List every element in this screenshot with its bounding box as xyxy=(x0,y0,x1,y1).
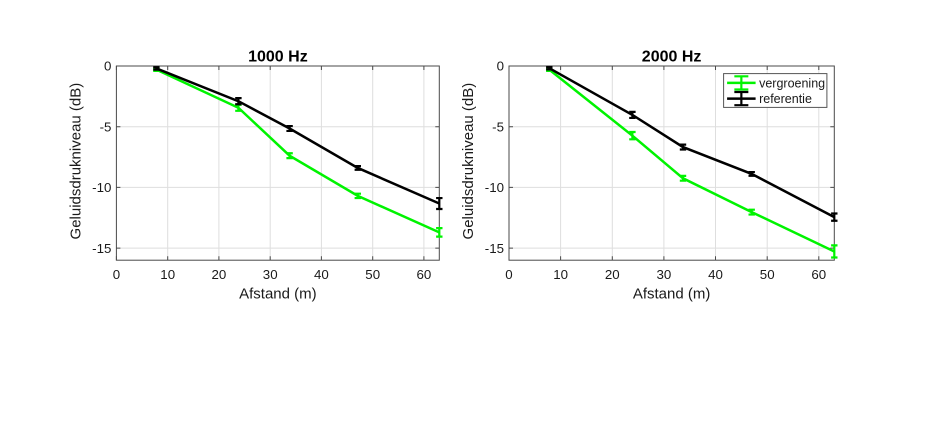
svg-text:-10: -10 xyxy=(92,180,111,195)
svg-text:50: 50 xyxy=(760,267,775,282)
svg-text:1000 Hz: 1000 Hz xyxy=(248,49,308,66)
svg-text:0: 0 xyxy=(497,59,504,74)
svg-text:10: 10 xyxy=(553,267,568,282)
svg-text:-10: -10 xyxy=(485,180,504,195)
svg-text:20: 20 xyxy=(212,267,227,282)
svg-text:Geluidsdrukniveau (dB): Geluidsdrukniveau (dB) xyxy=(460,83,477,240)
svg-text:20: 20 xyxy=(605,267,620,282)
svg-text:vergroening: vergroening xyxy=(759,76,825,90)
svg-text:-15: -15 xyxy=(485,241,504,256)
svg-text:0: 0 xyxy=(113,267,120,282)
svg-text:Geluidsdrukniveau (dB): Geluidsdrukniveau (dB) xyxy=(67,83,84,240)
svg-text:Afstand (m): Afstand (m) xyxy=(633,286,711,303)
svg-text:-15: -15 xyxy=(92,241,111,256)
svg-text:50: 50 xyxy=(365,267,380,282)
svg-text:Afstand (m): Afstand (m) xyxy=(239,286,317,303)
svg-text:30: 30 xyxy=(657,267,672,282)
svg-text:60: 60 xyxy=(811,267,826,282)
svg-text:-5: -5 xyxy=(100,119,112,134)
svg-text:-5: -5 xyxy=(492,119,504,134)
svg-text:60: 60 xyxy=(417,267,432,282)
svg-text:0: 0 xyxy=(104,59,111,74)
svg-text:40: 40 xyxy=(314,267,329,282)
svg-text:10: 10 xyxy=(160,267,175,282)
svg-text:2000 Hz: 2000 Hz xyxy=(642,49,702,66)
svg-text:0: 0 xyxy=(505,267,512,282)
svg-text:30: 30 xyxy=(263,267,278,282)
svg-text:referentie: referentie xyxy=(759,92,812,106)
svg-text:40: 40 xyxy=(708,267,723,282)
